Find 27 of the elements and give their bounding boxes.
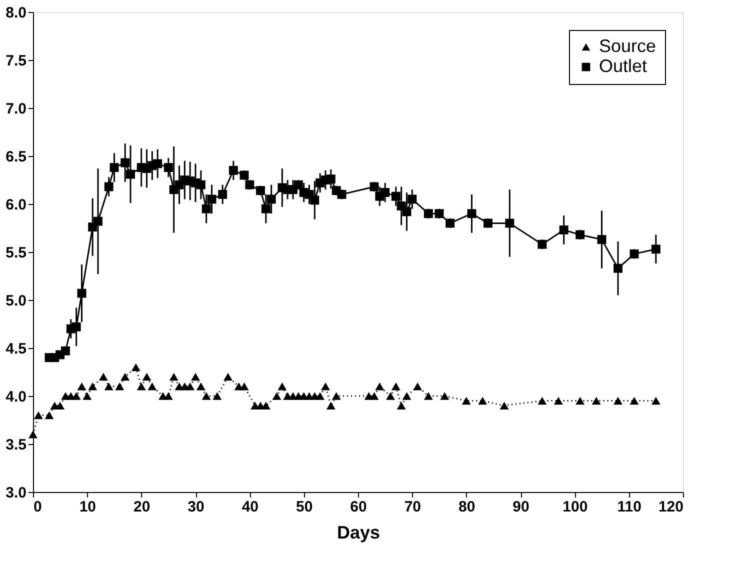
x-tick-label: 40 <box>242 498 259 516</box>
y-tick-label: 5.5 <box>6 244 26 262</box>
y-tick-label: 5.0 <box>6 292 26 310</box>
x-axis-title: Days <box>336 522 380 542</box>
x-tick-label: 110 <box>617 498 642 516</box>
legend-label: Outlet <box>599 56 648 76</box>
y-tick-label: 3.0 <box>6 484 26 502</box>
x-tick-label: 90 <box>512 498 530 516</box>
y-tick-label: 4.5 <box>6 340 26 358</box>
legend-label: Source <box>599 36 656 56</box>
x-tick-label: 80 <box>458 498 476 516</box>
y-tick-label: 3.5 <box>6 436 26 454</box>
x-tick-label: 0 <box>34 498 42 516</box>
x-tick-label: 70 <box>404 498 422 516</box>
y-tick-label: 8.0 <box>6 4 26 22</box>
x-tick-label: 120 <box>658 498 684 516</box>
y-tick-label: 7.0 <box>6 100 26 118</box>
y-tick-label: 4.0 <box>6 388 26 406</box>
x-tick-label: 10 <box>79 498 96 516</box>
x-tick-label: 20 <box>133 498 150 516</box>
x-tick-label: 100 <box>562 498 588 516</box>
y-tick-label: 7.5 <box>6 52 26 70</box>
y-tick-label: 6.0 <box>6 196 26 214</box>
y-tick-label: 6.5 <box>6 148 26 166</box>
x-tick-label: 30 <box>188 498 204 516</box>
x-tick-label: 60 <box>350 498 367 516</box>
x-tick-label: 50 <box>296 498 313 516</box>
